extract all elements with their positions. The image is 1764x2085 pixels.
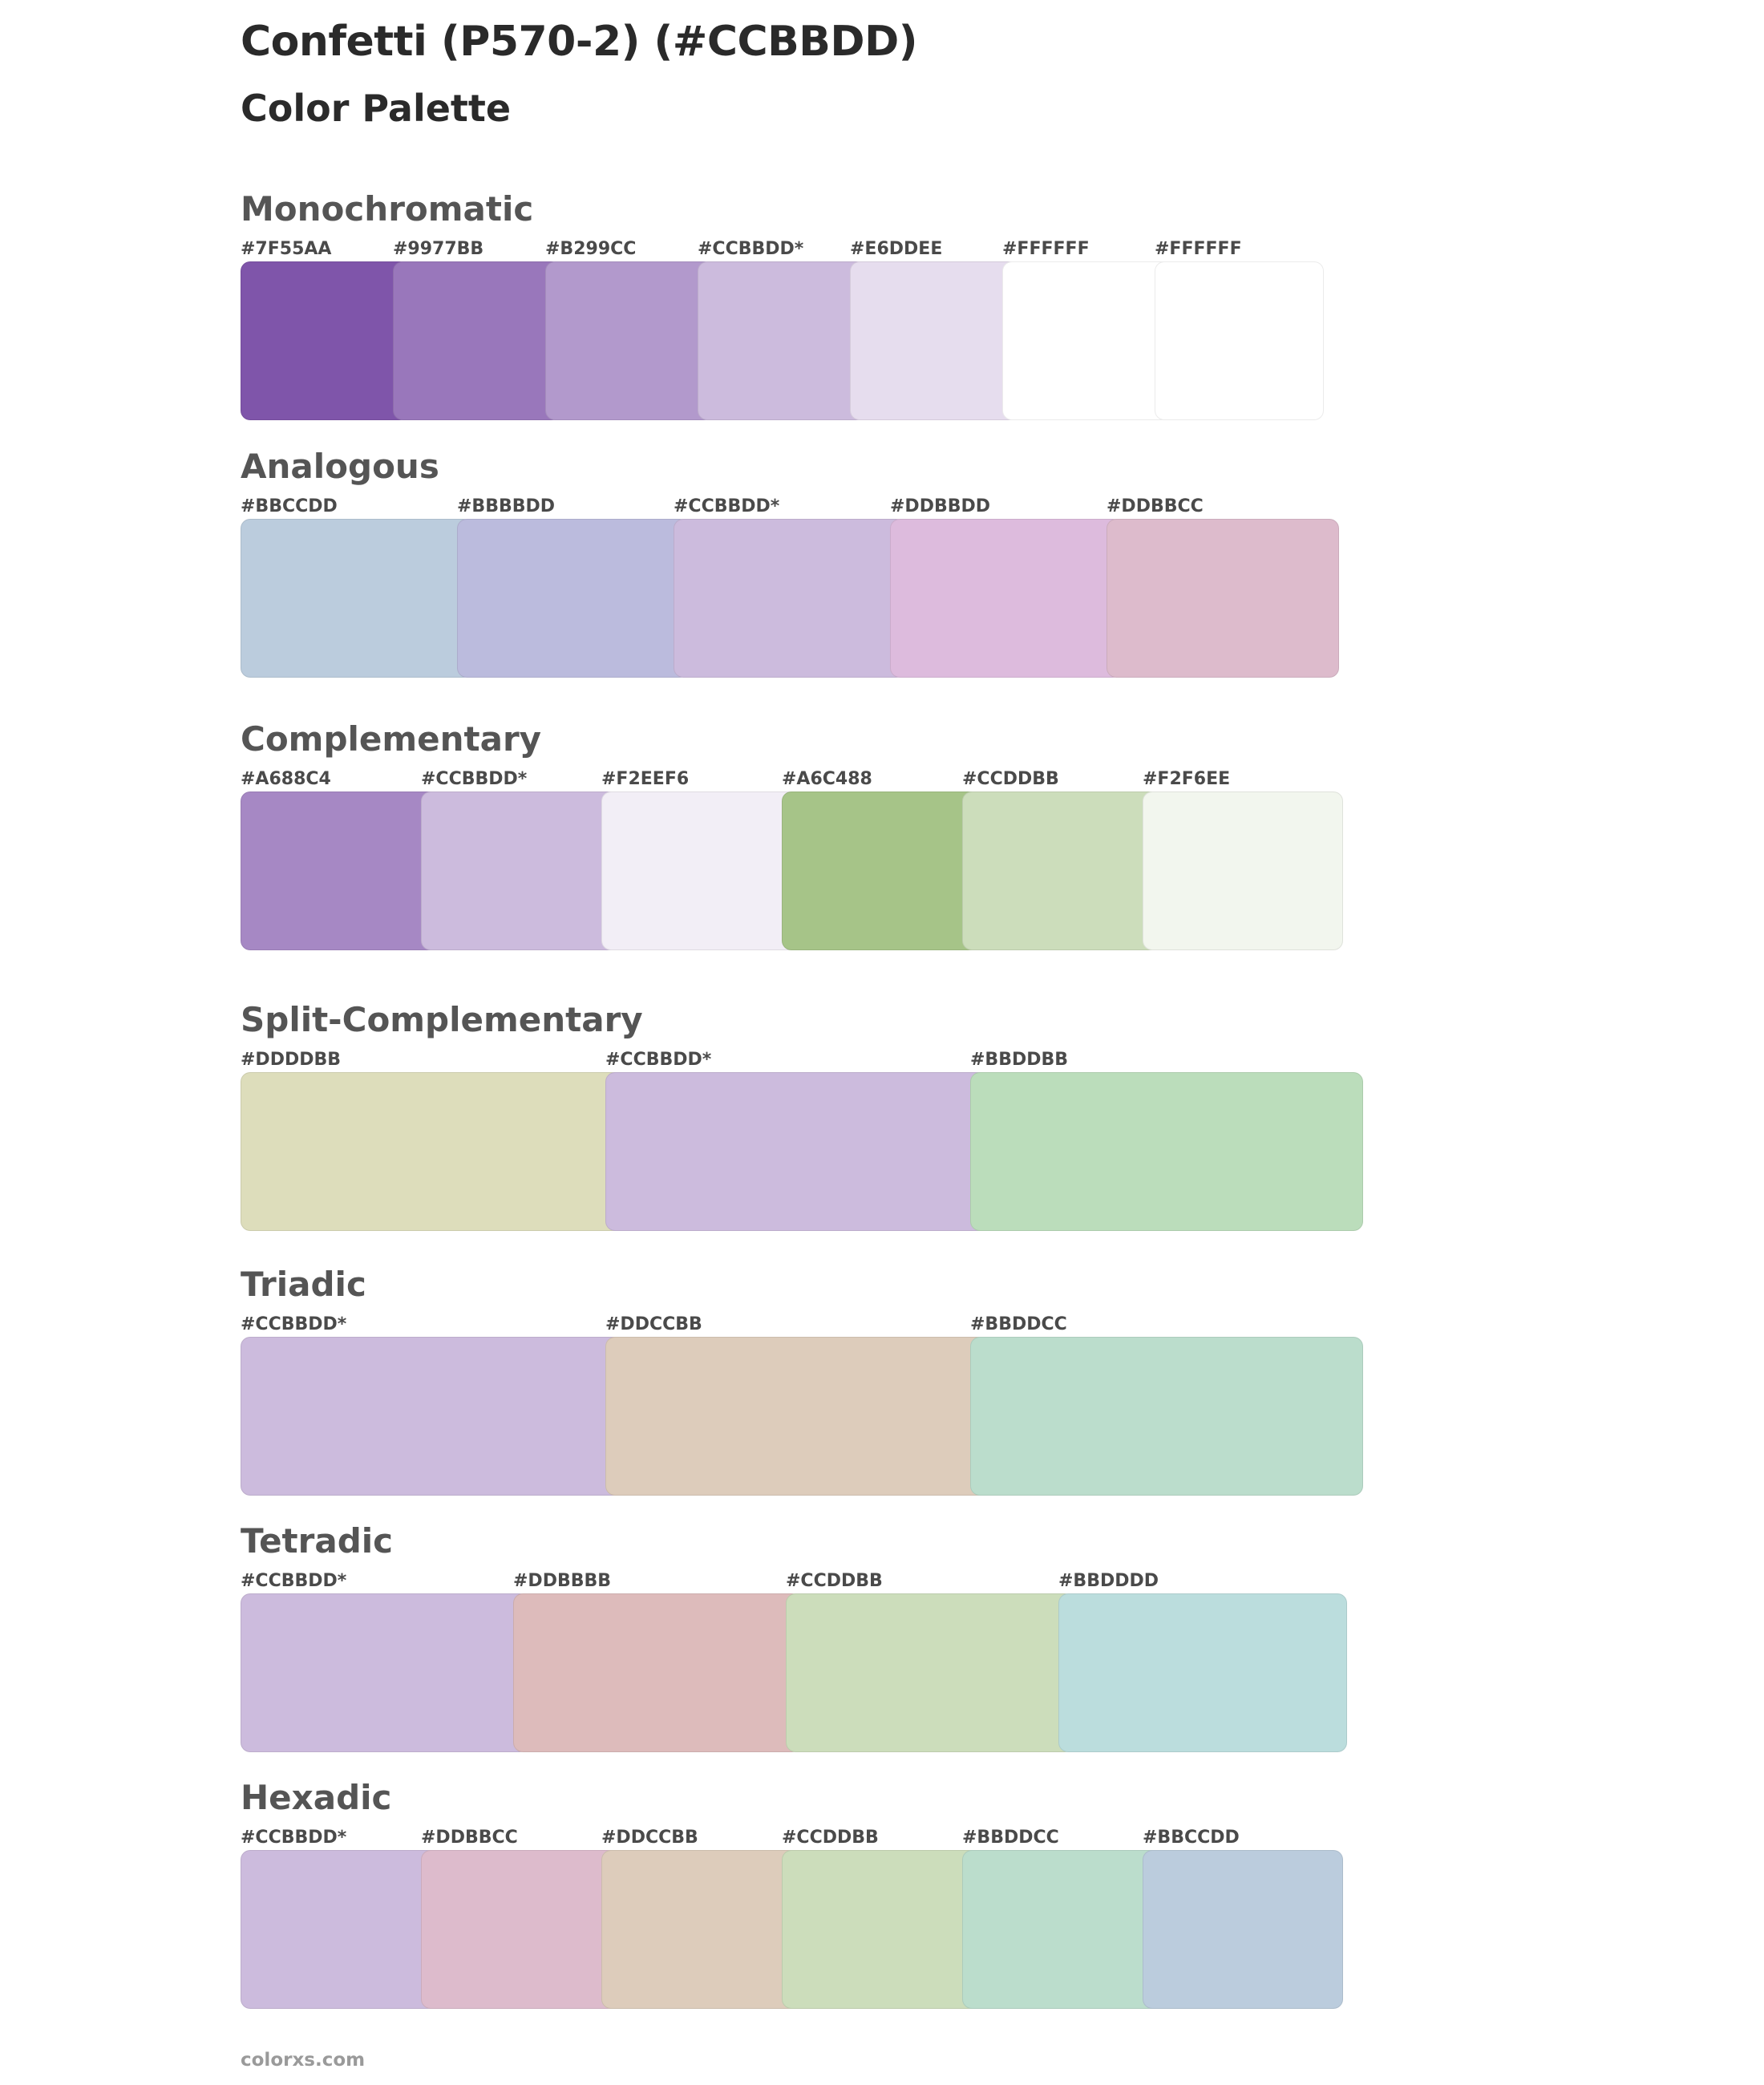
color-swatch[interactable]	[545, 261, 714, 420]
section-title: Split-Complementary	[241, 1000, 643, 1039]
color-swatch[interactable]	[601, 1850, 802, 2009]
swatch-hex-label: #DDBBCC	[1107, 496, 1204, 516]
color-swatch[interactable]	[421, 791, 621, 950]
swatch-hex-label: #FFFFFF	[1155, 239, 1242, 259]
color-swatch[interactable]	[457, 519, 690, 678]
swatch-hex-label: #CCDDBB	[782, 1828, 879, 1848]
color-swatch[interactable]	[241, 261, 410, 420]
color-swatch[interactable]	[962, 791, 1163, 950]
swatch-hex-label: #CCBBDD*	[605, 1050, 712, 1070]
color-swatch[interactable]	[241, 1593, 529, 1752]
swatch-hex-label: #FFFFFF	[1002, 239, 1090, 259]
color-swatch[interactable]	[513, 1593, 802, 1752]
swatch-hex-label: #DDBBBB	[513, 1571, 612, 1591]
swatch-hex-label: #DDBBDD	[890, 496, 991, 516]
section-title: Tetradic	[241, 1521, 394, 1561]
color-swatch[interactable]	[1143, 791, 1343, 950]
swatch-hex-label: #CCBBDD*	[674, 496, 780, 516]
swatch-hex-label: #CCBBDD*	[241, 1314, 347, 1334]
footer-site-link[interactable]: colorxs.com	[241, 2050, 366, 2071]
color-swatch[interactable]	[393, 261, 562, 420]
color-swatch[interactable]	[605, 1072, 998, 1231]
color-swatch[interactable]	[1155, 261, 1324, 420]
page-subtitle: Color Palette	[241, 87, 512, 130]
section-title: Triadic	[241, 1265, 366, 1304]
color-swatch[interactable]	[782, 1850, 982, 2009]
section-title: Complementary	[241, 719, 542, 759]
color-swatch[interactable]	[241, 791, 441, 950]
swatch-hex-label: #BBBBDD	[457, 496, 556, 516]
swatch-hex-label: #F2F6EE	[1143, 769, 1231, 789]
color-swatch[interactable]	[421, 1850, 621, 2009]
swatch-hex-label: #DDCCBB	[601, 1828, 698, 1848]
section-title: Analogous	[241, 447, 439, 486]
color-swatch[interactable]	[241, 1072, 633, 1231]
swatch-hex-label: #CCDDBB	[786, 1571, 883, 1591]
color-swatch[interactable]	[962, 1850, 1163, 2009]
swatch-hex-label: #CCDDBB	[962, 769, 1059, 789]
color-swatch[interactable]	[1002, 261, 1171, 420]
swatch-hex-label: #BBDDBB	[970, 1050, 1069, 1070]
color-swatch[interactable]	[241, 1337, 633, 1496]
color-swatch[interactable]	[782, 791, 982, 950]
color-swatch[interactable]	[1058, 1593, 1347, 1752]
swatch-hex-label: #CCBBDD*	[241, 1571, 347, 1591]
swatch-hex-label: #BBDDCC	[962, 1828, 1059, 1848]
color-swatch[interactable]	[241, 519, 473, 678]
color-swatch[interactable]	[1107, 519, 1339, 678]
page-title: Confetti (P570-2) (#CCBBDD)	[241, 18, 918, 66]
color-swatch[interactable]	[674, 519, 906, 678]
swatch-hex-label: #CCBBDD*	[421, 769, 528, 789]
swatch-hex-label: #BBDDDD	[1058, 1571, 1159, 1591]
color-swatch[interactable]	[601, 791, 802, 950]
color-swatch[interactable]	[850, 261, 1019, 420]
swatch-hex-label: #BBCCDD	[1143, 1828, 1240, 1848]
section-title: Hexadic	[241, 1778, 392, 1817]
swatch-hex-label: #BBDDCC	[970, 1314, 1067, 1334]
color-swatch[interactable]	[786, 1593, 1074, 1752]
swatch-hex-label: #E6DDEE	[850, 239, 943, 259]
color-swatch[interactable]	[1143, 1850, 1343, 2009]
swatch-hex-label: #F2EEF6	[601, 769, 690, 789]
section-title: Monochromatic	[241, 189, 534, 229]
swatch-hex-label: #CCBBDD*	[698, 239, 804, 259]
swatch-hex-label: #CCBBDD*	[241, 1828, 347, 1848]
swatch-hex-label: #DDCCBB	[605, 1314, 702, 1334]
color-swatch[interactable]	[890, 519, 1123, 678]
swatch-hex-label: #B299CC	[545, 239, 637, 259]
swatch-hex-label: #DDDDBB	[241, 1050, 342, 1070]
swatch-hex-label: #A688C4	[241, 769, 331, 789]
color-swatch[interactable]	[970, 1072, 1363, 1231]
color-swatch[interactable]	[241, 1850, 441, 2009]
swatch-hex-label: #9977BB	[393, 239, 484, 259]
color-swatch[interactable]	[605, 1337, 998, 1496]
swatch-hex-label: #7F55AA	[241, 239, 332, 259]
color-swatch[interactable]	[970, 1337, 1363, 1496]
color-swatch[interactable]	[698, 261, 867, 420]
swatch-hex-label: #A6C488	[782, 769, 872, 789]
swatch-hex-label: #BBCCDD	[241, 496, 338, 516]
swatch-hex-label: #DDBBCC	[421, 1828, 518, 1848]
